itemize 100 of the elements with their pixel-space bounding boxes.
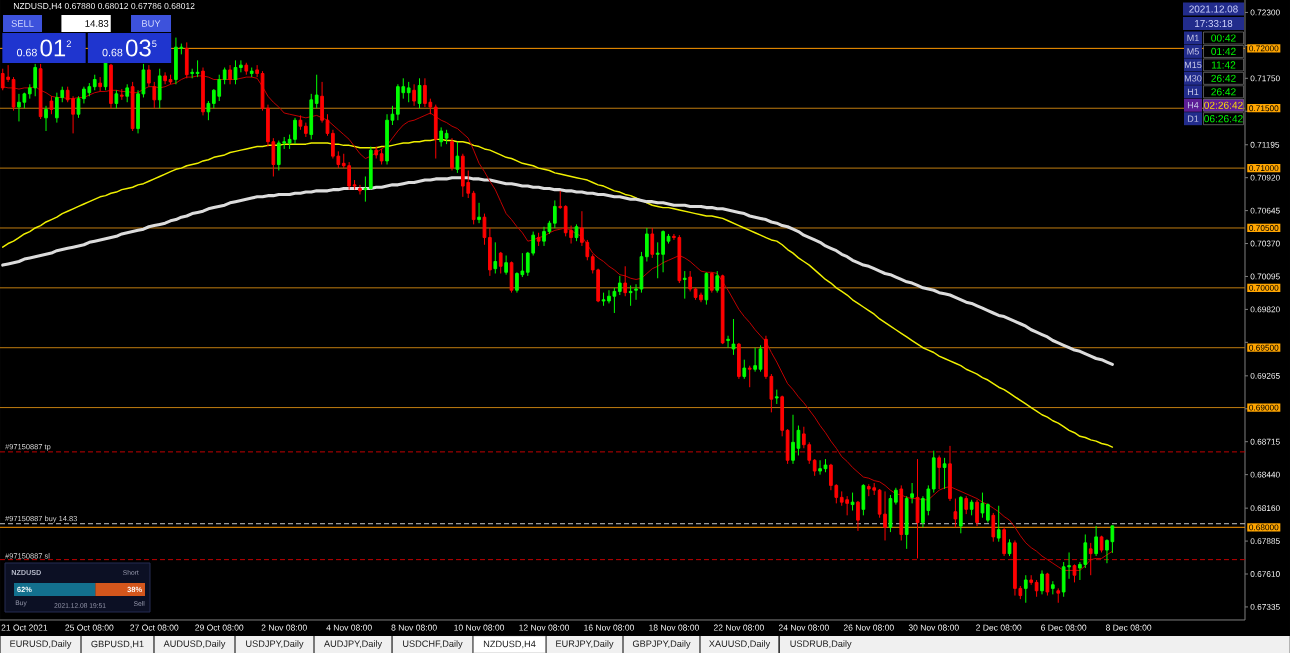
candlestick (309, 93, 314, 140)
candlestick (163, 71, 167, 85)
y-tick-label: 0.68715 (1250, 438, 1280, 445)
candlestick (747, 365, 752, 388)
y-tick-label: 0.70920 (1250, 174, 1280, 181)
candlestick (726, 335, 730, 349)
annotation: 14.83 (85, 20, 109, 27)
candlestick (856, 500, 860, 532)
candlestick (201, 67, 205, 116)
text: EURUSD,Daily (10, 640, 72, 649)
y-tick-label: 0.69820 (1250, 306, 1280, 313)
candlestick (552, 199, 557, 229)
candlestick (715, 270, 720, 294)
annotation: 06:26:42 (1204, 115, 1243, 123)
y-tick-label: 0.68160 (1250, 505, 1280, 512)
text: GBPJPY,Daily (632, 640, 691, 649)
candlestick (1088, 542, 1093, 576)
x-tick-label: 2 Dec 08:00 (976, 624, 1022, 631)
candlestick (666, 233, 671, 245)
y-tick-label: 0.70095 (1250, 273, 1280, 280)
candlestick (986, 502, 990, 524)
candlestick (233, 59, 238, 85)
candlestick (439, 126, 444, 148)
candlestick (412, 83, 416, 107)
candlestick (1002, 526, 1006, 557)
candlestick (114, 89, 119, 109)
candlestick (1094, 525, 1098, 557)
candlestick (504, 255, 508, 276)
text: USDRUB,Daily (790, 640, 852, 649)
candlestick (433, 104, 438, 160)
candlestick (731, 318, 736, 356)
candlestick (899, 484, 904, 541)
candlestick (471, 190, 476, 225)
candlestick (184, 41, 189, 79)
candlestick (737, 342, 741, 380)
text: USDCHF,Daily (403, 640, 463, 649)
candlestick (303, 122, 308, 138)
x-tick-label: 22 Nov 08:00 (713, 624, 764, 631)
candlestick (758, 344, 763, 373)
candlestick (228, 64, 232, 85)
ref-line-label: 0.71000 (1249, 165, 1279, 172)
candlestick (774, 389, 779, 405)
candlestick (904, 495, 909, 550)
y-tick-label: 0.70645 (1250, 207, 1280, 214)
candlestick (352, 179, 357, 191)
candlestick (720, 274, 725, 345)
candlestick (11, 76, 16, 112)
candlestick (168, 74, 173, 85)
candlestick (1023, 574, 1028, 604)
candlestick (645, 227, 649, 262)
candlestick (49, 95, 54, 115)
candlestick (558, 190, 563, 210)
annotation: M15 (1184, 61, 1202, 69)
candlestick (975, 499, 979, 527)
candlestick (368, 146, 373, 191)
candlestick (444, 129, 449, 145)
annotation: 26:42 (1211, 74, 1236, 82)
candlestick (980, 492, 985, 519)
y-tick-label: 0.67885 (1250, 538, 1280, 545)
annotation: 01 (40, 39, 66, 57)
annotation: 00:42 (1211, 34, 1236, 42)
annotation: 2 (66, 40, 71, 47)
candlestick (477, 202, 481, 224)
candlestick (850, 492, 855, 512)
candlestick (574, 223, 579, 242)
candlestick (244, 62, 249, 76)
candlestick (358, 184, 362, 195)
annotation: M5 (1187, 48, 1199, 55)
candlestick (861, 483, 866, 516)
candlestick (147, 64, 151, 88)
y-tick-label: 0.70370 (1250, 240, 1280, 247)
x-tick-label: 12 Nov 08:00 (519, 624, 570, 631)
candlestick (1050, 580, 1055, 595)
ref-line-label: 0.72000 (1249, 45, 1279, 52)
candlestick (709, 271, 714, 294)
text: EURJPY,Daily (556, 640, 614, 649)
candlestick (1099, 535, 1104, 553)
candlestick (623, 265, 628, 297)
candlestick (450, 137, 454, 171)
candlestick (812, 458, 817, 477)
candlestick (536, 232, 541, 247)
candlestick (894, 487, 898, 506)
candlestick (255, 64, 259, 78)
candlestick (969, 499, 974, 516)
candlestick (493, 241, 498, 274)
ref-line-label: 0.69500 (1249, 344, 1279, 351)
candlestick (1072, 563, 1077, 583)
x-tick-label: 24 Nov 08:00 (778, 624, 829, 631)
candlestick (1045, 572, 1050, 597)
ref-line-label: 0.71500 (1249, 105, 1279, 112)
candlestick (910, 482, 914, 504)
candlestick (44, 105, 48, 132)
annotation: 02:26:42 (1204, 101, 1243, 109)
candlestick (455, 141, 460, 174)
candlestick (488, 227, 492, 277)
candlestick (417, 77, 422, 109)
candlestick (206, 100, 211, 121)
text: AUDUSD,Daily (163, 640, 226, 649)
x-tick-label: 27 Oct 08:00 (130, 624, 179, 631)
candlestick (991, 512, 996, 543)
